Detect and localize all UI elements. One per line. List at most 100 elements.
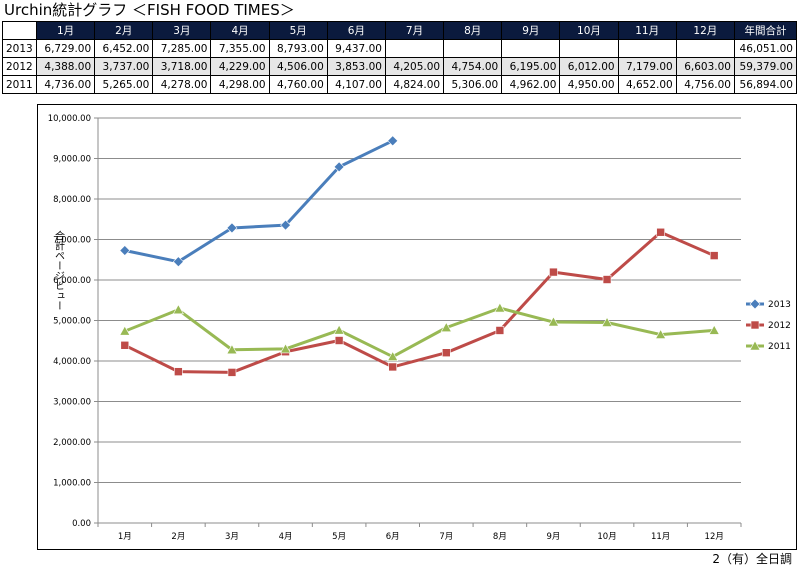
table-row: 2011 4,736.00 5,265.00 4,278.00 4,298.00…: [2, 75, 797, 94]
table-cell: 3,737.00: [94, 57, 154, 76]
data-point-2011: [387, 351, 399, 361]
table-header-cell: 7月: [384, 21, 445, 40]
table-row-year: 2013: [2, 39, 37, 58]
table-cell: 4,962.00: [501, 75, 561, 94]
line-chart: 0.00 1,000.00 2,000.00 3,000.00 4,000.00 5,00…: [48, 114, 791, 542]
table-cell: 6,452.00: [94, 39, 154, 58]
table-cell: [617, 39, 677, 58]
page-title: Urchin統計グラフ ＜FISH FOOD TIMES＞: [4, 1, 295, 19]
y-tick-label: 5,000.00: [53, 317, 91, 327]
y-tick-label: 2,000.00: [53, 438, 91, 448]
data-point-2012: [549, 267, 558, 277]
table-header-row: 1月 2月 3月 4月 5月 6月 7月 8月 9月 10月 11月 12月 年…: [2, 21, 797, 40]
data-point-2011: [655, 328, 667, 339]
table-row: 2012 4,388.00 3,737.00 3,718.00 4,229.00…: [2, 57, 797, 76]
table-cell: 4,652.00: [617, 75, 677, 94]
table-header-cell: 8月: [443, 21, 503, 40]
data-point-2012: [120, 340, 130, 350]
data-point-2011: [226, 344, 238, 355]
table-cell: 4,736.00: [35, 75, 96, 94]
table-cell: [675, 39, 736, 58]
table-corner-cell: [2, 21, 37, 40]
table-cell: 4,754.00: [443, 57, 503, 76]
table-cell: 7,179.00: [617, 57, 677, 76]
data-point-2013: [226, 222, 238, 234]
table-cell: 5,306.00: [443, 75, 503, 94]
table-cell: 56,894.00: [734, 75, 797, 94]
data-point-2013: [172, 256, 184, 268]
x-tick-label: 9月: [546, 532, 560, 542]
y-tick-label: 10,000.00: [48, 114, 91, 124]
table-cell: [443, 39, 503, 58]
data-point-2011: [547, 316, 559, 327]
legend-marker-2012: [750, 320, 760, 330]
data-point-2012: [441, 348, 451, 357]
table-cell: 3,718.00: [152, 57, 212, 76]
y-tick-label: 6,000.00: [53, 276, 91, 286]
table-header-cell: 12月: [675, 21, 736, 40]
table-cell: 7,285.00: [152, 39, 212, 58]
y-tick-label: 8,000.00: [53, 195, 91, 205]
legend-label: 2011: [768, 342, 791, 352]
data-point-2012: [709, 251, 719, 260]
series-line-2012: [124, 230, 715, 374]
x-tick-label: 2月: [171, 532, 185, 542]
table-cell: 4,107.00: [326, 75, 386, 94]
legend-marker-2011: [749, 340, 761, 351]
table-cell: 4,298.00: [210, 75, 270, 94]
data-point-2013: [280, 219, 291, 231]
data-point-2012: [602, 275, 612, 284]
x-tick-label: 4月: [279, 532, 293, 542]
data-point-2013: [387, 135, 399, 147]
table-cell: 4,950.00: [559, 75, 619, 94]
x-tick-label: 3月: [225, 532, 239, 542]
y-tick-label: 4,000.00: [53, 357, 91, 367]
series-line-2011: [124, 306, 715, 359]
x-tick-label: 6月: [386, 532, 400, 542]
table-row-year: 2011: [2, 75, 37, 94]
table-cell: 59,379.00: [734, 57, 797, 76]
data-point-2011: [440, 322, 452, 332]
data-point-2011: [280, 343, 292, 354]
y-tick-label: 3,000.00: [53, 398, 91, 408]
x-tick-label: 5月: [332, 532, 346, 542]
table-header-cell: 年間合計: [734, 21, 797, 40]
data-point-2012: [174, 367, 183, 376]
table-row-year: 2012: [2, 57, 37, 76]
data-point-2013: [119, 245, 131, 256]
legend-marker-2013: [749, 298, 761, 310]
data-point-2012: [495, 326, 505, 335]
data-point-2012: [334, 336, 344, 345]
x-tick-label: 1月: [118, 532, 132, 542]
x-tick-label: 8月: [493, 532, 507, 542]
x-tick-label: 12月: [705, 532, 724, 542]
table-header-cell: 10月: [559, 21, 619, 40]
data-point-2012: [227, 368, 237, 377]
table-cell: 4,229.00: [210, 57, 270, 76]
table-row: 2013 6,729.00 6,452.00 7,285.00 7,355.00…: [2, 39, 797, 58]
table-cell: [559, 39, 619, 58]
y-tick-label: 9,000.00: [53, 155, 91, 165]
data-point-2011: [172, 304, 184, 315]
table-cell: 6,729.00: [35, 39, 96, 58]
data-point-2011: [119, 325, 131, 336]
table-cell: 4,756.00: [675, 75, 736, 94]
table-cell: 4,824.00: [384, 75, 445, 94]
table-header-cell: 3月: [152, 21, 212, 40]
data-point-2011: [494, 302, 506, 313]
data-point-2012: [388, 362, 398, 372]
legend-label: 2013: [768, 300, 791, 310]
y-axis-label: 合計ページビュー: [53, 229, 65, 310]
table-header-cell: 6月: [326, 21, 386, 40]
table-cell: 4,760.00: [268, 75, 328, 94]
table-cell: 6,195.00: [501, 57, 561, 76]
series-line-2013: [124, 139, 394, 264]
y-tick-label: 0.00: [72, 519, 91, 529]
table-header-cell: 2月: [94, 21, 154, 40]
chart-frame: 0.00 1,000.00 2,000.00 3,000.00 4,000.00 5,00…: [37, 104, 797, 550]
table-cell: [501, 39, 561, 58]
table-cell: 7,355.00: [210, 39, 270, 58]
data-point-2011: [333, 324, 345, 335]
table-cell: 3,853.00: [326, 57, 386, 76]
table-cell: 4,388.00: [35, 57, 96, 76]
